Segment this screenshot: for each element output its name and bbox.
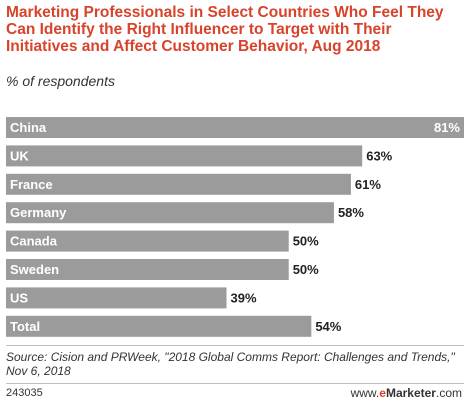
chart-subtitle: % of respondents	[6, 73, 115, 89]
category-label: China	[10, 120, 47, 135]
value-label: 39%	[231, 290, 257, 305]
category-label: Germany	[10, 205, 67, 220]
emarketer-logo[interactable]: www.eMarketer.com	[351, 386, 462, 400]
bar-germany	[6, 202, 334, 224]
value-label: 54%	[315, 319, 341, 334]
chart-id: 243035	[6, 387, 43, 399]
bar-sweden	[6, 259, 289, 280]
bar-uk	[6, 145, 363, 167]
bar-total	[6, 315, 312, 337]
value-label: 58%	[338, 205, 364, 220]
bar-france	[6, 173, 351, 195]
category-label: France	[10, 177, 53, 192]
category-label: Canada	[10, 234, 58, 249]
bar-china	[6, 117, 464, 138]
value-label: 50%	[293, 234, 319, 249]
footer-divider	[6, 345, 464, 346]
chart-title: Marketing Professionals in Select Countr…	[6, 4, 444, 55]
bar-us	[6, 287, 227, 309]
value-label: 61%	[355, 177, 381, 192]
brand-accent: e	[379, 386, 386, 400]
value-label: 81%	[434, 120, 460, 135]
category-label: US	[10, 290, 28, 305]
source-note: Source: Cision and PRWeek, "2018 Global …	[6, 350, 455, 378]
brand-name: Marketer	[385, 386, 436, 400]
bottom-divider	[6, 383, 464, 384]
brand-prefix: www.	[350, 386, 380, 400]
brand-suffix: .com	[435, 386, 462, 400]
bar-canada	[6, 230, 289, 252]
category-label: Sweden	[10, 262, 59, 277]
value-label: 50%	[293, 262, 319, 277]
category-label: Total	[10, 319, 40, 334]
category-label: UK	[10, 148, 29, 163]
value-label: 63%	[366, 148, 392, 163]
